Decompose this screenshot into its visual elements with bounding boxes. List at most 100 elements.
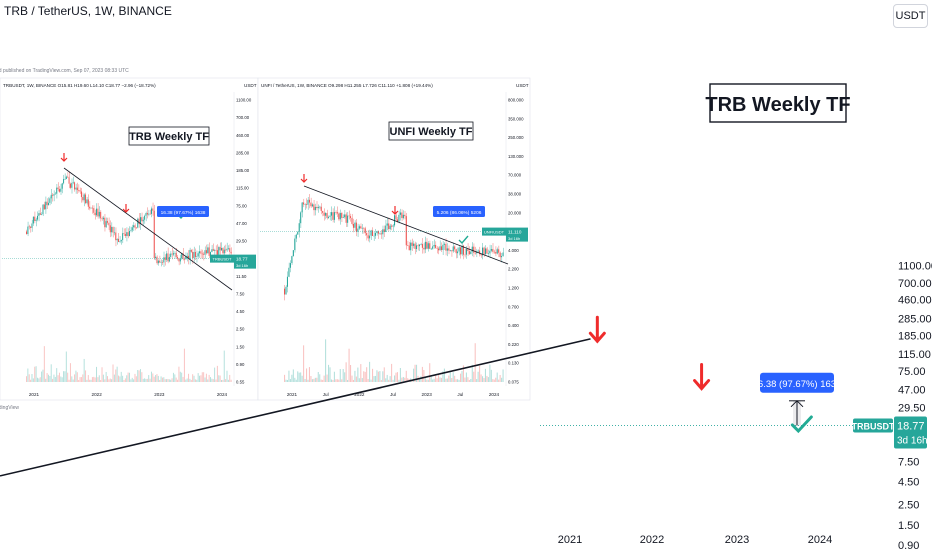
inset-left-candle [87, 199, 89, 207]
inset-right-volume-bar [470, 378, 472, 382]
inset-left-ytick: 460.00 [236, 133, 250, 138]
inset-right-candle [314, 206, 316, 211]
inset-left-volume-bar [144, 378, 146, 382]
inset-left-volume-bar [196, 379, 198, 382]
inset-left-down-arrow [60, 153, 68, 162]
inset-left-candle [148, 213, 150, 215]
inset-left-candle [185, 256, 187, 260]
inset-left-candle [124, 234, 126, 236]
inset-right-candle [421, 244, 423, 248]
inset-right-volume-bar [370, 379, 372, 382]
inset-right-volume-bar [465, 372, 467, 382]
inset-right-candle [300, 212, 302, 224]
inset-right-candle [432, 246, 434, 249]
inset-right-candle [383, 229, 385, 232]
inset-left-candle [212, 249, 214, 251]
inset-right-candle [399, 212, 401, 215]
inset-right-volume-bar [344, 372, 346, 382]
inset-left-volume-bar [118, 375, 119, 382]
inset-left-volume-bar [218, 375, 220, 382]
inset-left-candle [38, 213, 40, 216]
inset-left-volume-bar [47, 374, 49, 382]
inset-left-volume-bar [112, 364, 114, 382]
inset-left-unit: USDT [244, 83, 257, 88]
inset-right-candle [455, 249, 457, 254]
inset-right-candle [446, 248, 448, 251]
inset-right-down-arrow [300, 174, 308, 183]
inset-right-candle [357, 228, 359, 232]
inset-right-candle [348, 215, 350, 217]
inset-right-candle [295, 234, 297, 239]
inset-left-candle [183, 259, 185, 260]
inset-right-candle [435, 244, 437, 248]
inset-left-ytick: 29.50 [236, 239, 247, 244]
inset-left-volume-bar [226, 370, 228, 382]
inset-left-candle [168, 256, 170, 262]
inset-right-xtick: 2023 [422, 392, 433, 397]
inset-left-volume-bar [105, 371, 107, 382]
inset-left-volume-bar [124, 378, 126, 382]
inset-right-candle [364, 228, 366, 234]
inset-left-candle [201, 253, 203, 255]
inset-right-volume-bar [361, 378, 363, 382]
inset-left-volume-bar [102, 374, 104, 382]
inset-right-volume-bar [407, 378, 409, 382]
inset-right-volume-bar [446, 378, 448, 382]
inset-left-volume-bar [146, 378, 148, 382]
inset-right-volume-bar [294, 377, 296, 382]
inset-left-candle [26, 231, 27, 235]
inset-left-volume-bar [119, 376, 121, 382]
inset-left-candle [123, 233, 125, 235]
inset-right-volume-bar [482, 376, 484, 382]
inset-left-volume-bar [27, 368, 29, 382]
inset-right-candle [379, 233, 381, 235]
inset-right-volume-bar [454, 375, 456, 382]
inset-left-candle [161, 261, 163, 263]
inset-left-candle [207, 247, 209, 254]
inset-right-volume-bar [499, 375, 501, 382]
y-tick-label: 285.00 [898, 314, 932, 326]
inset-right-volume-bar [489, 364, 491, 382]
inset-right-ytick: 0.075 [508, 380, 519, 385]
inset-right-candle [489, 250, 491, 254]
inset-right-volume-bar [313, 378, 315, 382]
inset-right-candle [376, 231, 378, 234]
inset-left-candle [119, 241, 121, 242]
inset-left-volume-bar [174, 374, 176, 382]
inset-right-volume-bar [285, 379, 287, 382]
inset-right-candle [386, 223, 388, 226]
inset-left-volume-bar [74, 374, 76, 382]
inset-left-candle [225, 249, 227, 251]
inset-right-volume-bar [295, 379, 297, 382]
inset-left-volume-bar [214, 367, 216, 382]
inset-left-volume-bar [135, 376, 137, 382]
check-mark-icon [790, 415, 813, 434]
inset-right-volume-bar [484, 368, 486, 382]
inset-left-volume-bar [153, 376, 155, 382]
inset-left-volume-bar [97, 377, 99, 382]
y-tick-label: 4.50 [898, 477, 919, 489]
inset-left-countdown: 3d 16h [236, 263, 248, 268]
inset-left-volume-bar [30, 379, 32, 382]
inset-right-volume-bar [443, 368, 445, 382]
inset-right-candle [339, 213, 341, 220]
unit-button[interactable]: USDT [893, 4, 928, 28]
inset-right-candle [298, 223, 300, 232]
inset-left-volume-bar [61, 377, 63, 382]
inset-left-volume-bar [80, 377, 82, 382]
inset-left-candle [149, 213, 151, 215]
inset-right-xtick: 2024 [489, 392, 500, 397]
inset-right-candle [420, 244, 422, 245]
inset-right-candle [317, 206, 319, 209]
inset-right-ytick: 0.400 [508, 323, 519, 328]
inset-left-volume-bar [178, 366, 180, 382]
inset-left-candle [163, 257, 165, 263]
inset-left-candle [30, 226, 32, 228]
inset-left-volume-bar [197, 373, 199, 382]
inset-left-candle [138, 218, 140, 225]
inset-right-volume-bar [345, 362, 347, 382]
inset-left-volume-bar [201, 372, 203, 382]
inset-right-candle [427, 243, 429, 249]
inset-left-candle [80, 191, 82, 198]
